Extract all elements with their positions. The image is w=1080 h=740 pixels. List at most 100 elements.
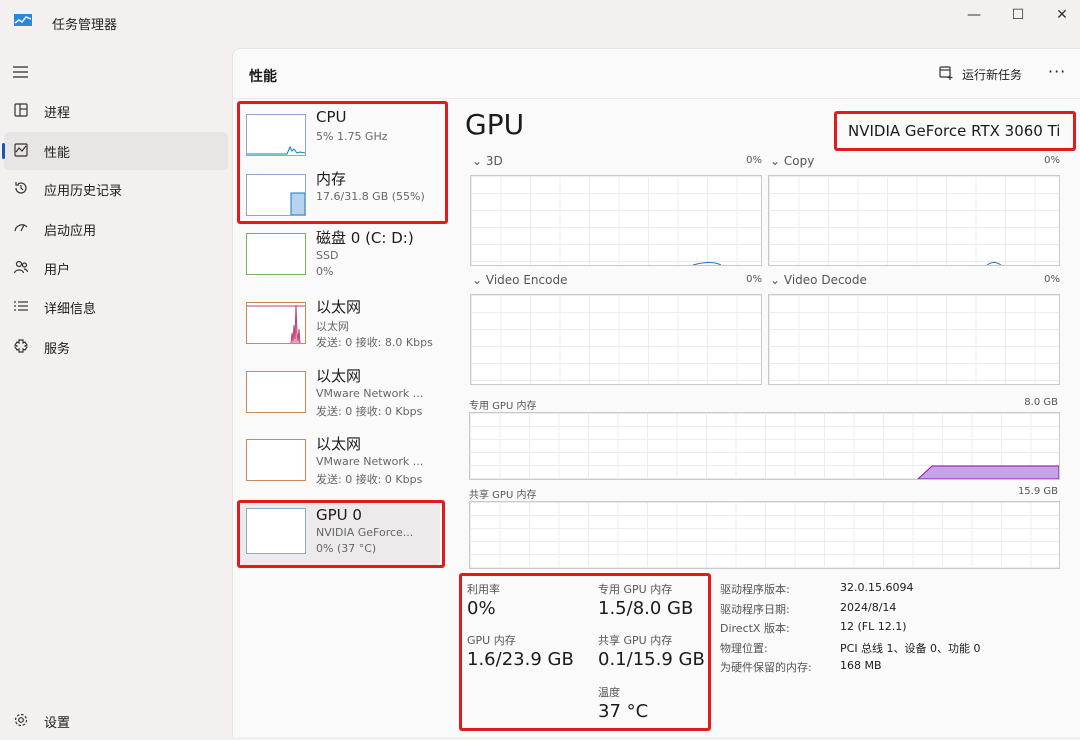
chevron-down-icon: ⌄ xyxy=(472,154,483,168)
utilization-value: 0% xyxy=(467,598,496,619)
minimize-button[interactable]: — xyxy=(967,7,981,23)
chevron-down-icon: ⌄ xyxy=(770,154,781,168)
active-indicator xyxy=(2,143,5,159)
chevron-down-icon: ⌄ xyxy=(472,273,483,287)
more-options-button[interactable]: ··· xyxy=(1048,62,1067,81)
device-throughput: 发送: 0 接收: 0 Kbps xyxy=(316,473,423,486)
device-throughput: 发送: 0 接收: 8.0 Kbps xyxy=(316,336,433,349)
engine-copy-value: 0% xyxy=(1044,155,1060,166)
dedicated-memory-label: 专用 GPU 内存 xyxy=(469,401,537,412)
dedicated-memory-stat-label: 专用 GPU 内存 xyxy=(598,583,673,596)
device-ethernet-2[interactable]: 以太网 VMware Network ... 发送: 0 接收: 0 Kbps xyxy=(240,361,440,429)
header-divider xyxy=(233,98,1080,99)
engine-label: Video Encode xyxy=(485,273,568,287)
run-new-task-button[interactable]: 运行新任务 xyxy=(938,64,1028,84)
physical-location-value: PCI 总线 1、设备 0、功能 0 xyxy=(840,642,981,655)
nav-item-label: 服务 xyxy=(44,342,71,357)
run-task-label: 运行新任务 xyxy=(962,68,1023,82)
run-task-icon xyxy=(939,66,953,80)
device-cpu[interactable]: CPU 5% 1.75 GHz xyxy=(240,104,440,170)
device-ethernet-1[interactable]: 以太网 以太网 发送: 0 接收: 8.0 Kbps xyxy=(240,292,440,360)
device-subtitle: 以太网 xyxy=(316,320,349,333)
dedicated-memory-stat-value: 1.5/8.0 GB xyxy=(598,598,694,619)
physical-location-key: 物理位置: xyxy=(720,642,768,655)
directx-version-key: DirectX 版本: xyxy=(720,622,790,635)
device-throughput: 发送: 0 接收: 0 Kbps xyxy=(316,405,423,418)
shared-memory-stat-label: 共享 GPU 内存 xyxy=(598,634,673,647)
hamburger-menu-icon[interactable] xyxy=(12,64,30,80)
engine-3d-value: 0% xyxy=(746,155,762,166)
device-subtitle: 5% 1.75 GHz xyxy=(316,130,388,143)
reserved-memory-value: 168 MB xyxy=(840,659,882,672)
main-panel xyxy=(232,48,1080,737)
nav-item-label: 启动应用 xyxy=(44,224,97,239)
device-name: 内存 xyxy=(316,170,347,188)
dedicated-memory-graph xyxy=(469,412,1060,480)
nav-item-processes[interactable]: 进程 xyxy=(0,92,228,130)
cpu-memory-highlight-box xyxy=(237,101,448,224)
details-icon xyxy=(12,298,30,316)
gpu-thumbnail-graph xyxy=(246,508,306,554)
gpu-highlight-box xyxy=(237,500,445,568)
nav-item-settings[interactable]: 设置 xyxy=(0,702,228,740)
title-bar: 任务管理器 — ☐ ✕ xyxy=(0,0,1080,44)
nav-item-details[interactable]: 详细信息 xyxy=(0,288,228,326)
device-subtitle: VMware Network ... xyxy=(316,455,424,468)
services-icon xyxy=(12,338,30,356)
users-icon xyxy=(12,259,30,277)
device-gpu-0[interactable]: GPU 0 NVIDIA GeForce... 0% (37 °C) xyxy=(240,500,440,566)
gpu-model-name: NVIDIA GeForce RTX 3060 Ti xyxy=(848,122,1061,140)
shared-memory-graph xyxy=(469,501,1060,569)
shared-memory-label: 共享 GPU 内存 xyxy=(469,490,537,501)
maximize-button[interactable]: ☐ xyxy=(1011,7,1025,23)
driver-date-value: 2024/8/14 xyxy=(840,601,897,614)
driver-date-key: 驱动程序日期: xyxy=(720,603,790,616)
driver-version-value: 32.0.15.6094 xyxy=(840,581,914,594)
app-history-icon xyxy=(12,180,30,198)
ethernet-thumbnail-graph xyxy=(246,371,306,413)
nav-item-users[interactable]: 用户 xyxy=(0,249,228,287)
engine-video-decode-label[interactable]: ⌄ Video Decode xyxy=(770,273,867,287)
nav-item-label: 进程 xyxy=(44,106,71,121)
engine-video-encode-value: 0% xyxy=(746,274,762,285)
performance-icon xyxy=(12,142,30,160)
ethernet-thumbnail-graph xyxy=(246,302,306,344)
device-subtitle: SSD xyxy=(316,249,339,262)
device-name: GPU 0 xyxy=(316,506,362,524)
engine-copy-label[interactable]: ⌄ Copy xyxy=(770,154,814,168)
disk-thumbnail-graph xyxy=(246,233,306,275)
nav-item-startup[interactable]: 启动应用 xyxy=(0,210,228,248)
engine-3d-graph xyxy=(470,175,762,266)
engine-label: 3D xyxy=(485,154,503,168)
chevron-down-icon: ⌄ xyxy=(770,273,781,287)
nav-item-app-history[interactable]: 应用历史记录 xyxy=(0,170,228,208)
device-disk[interactable]: 磁盘 0 (C: D:) SSD 0% xyxy=(240,223,440,291)
stats-highlight-box xyxy=(459,573,711,731)
gpu-memory-label: GPU 内存 xyxy=(467,634,516,647)
engine-3d-label[interactable]: ⌄ 3D xyxy=(472,154,503,168)
temperature-label: 温度 xyxy=(598,686,620,699)
nav-item-label: 详细信息 xyxy=(44,302,97,317)
reserved-memory-key: 为硬件保留的内存: xyxy=(720,661,812,674)
device-name: 以太网 xyxy=(316,298,362,316)
utilization-label: 利用率 xyxy=(467,583,500,596)
nav-item-label: 用户 xyxy=(44,263,71,278)
task-manager-app-icon xyxy=(14,14,32,26)
close-button[interactable]: ✕ xyxy=(1056,7,1068,23)
gear-icon xyxy=(12,712,30,730)
device-subtitle: VMware Network ... xyxy=(316,387,424,400)
device-subtitle: NVIDIA GeForce... xyxy=(316,526,414,539)
device-subtitle: 17.6/31.8 GB (55%) xyxy=(316,190,425,203)
dedicated-memory-max: 8.0 GB xyxy=(1024,397,1058,408)
device-ethernet-3[interactable]: 以太网 VMware Network ... 发送: 0 接收: 0 Kbps xyxy=(240,429,440,497)
cpu-thumbnail-graph xyxy=(246,114,306,156)
window-title: 任务管理器 xyxy=(52,18,118,33)
device-memory[interactable]: 内存 17.6/31.8 GB (55%) xyxy=(240,164,440,230)
nav-item-performance[interactable]: 性能 xyxy=(2,132,228,170)
memory-thumbnail-graph xyxy=(246,174,306,216)
startup-icon xyxy=(12,220,30,238)
engine-video-encode-label[interactable]: ⌄ Video Encode xyxy=(472,273,567,287)
engine-video-decode-value: 0% xyxy=(1044,274,1060,285)
engine-copy-graph xyxy=(768,175,1060,266)
nav-item-services[interactable]: 服务 xyxy=(0,328,228,366)
